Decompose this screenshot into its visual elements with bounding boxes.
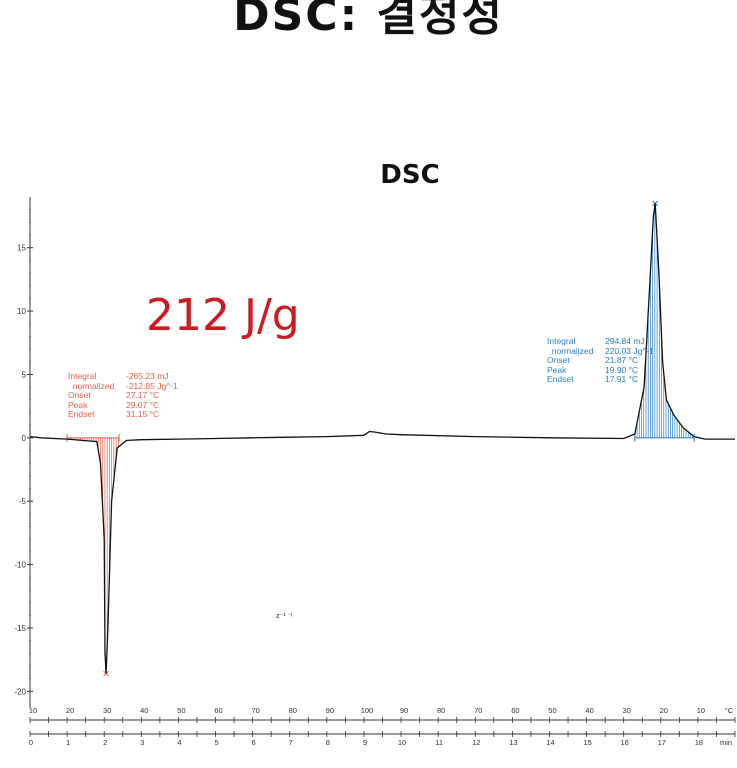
x-temp-tick-label: 90	[326, 706, 334, 715]
y-tick-label: 10	[17, 307, 26, 316]
endo-annotation-key: normalized	[68, 380, 115, 391]
x-time-tick-label: 2	[103, 738, 107, 747]
x-temp-tick-label: 60	[511, 706, 519, 715]
exo-peak-annotation: Integral 294.84 mJ normalized 220.03 Jg^-1…	[547, 336, 654, 385]
x-time-tick-label: 4	[177, 738, 181, 747]
endo-annotation-row: Endset 31.15 °C	[68, 409, 178, 420]
x-time-tick-label: 16	[621, 738, 629, 747]
x-time-tick-label: 10	[398, 738, 406, 747]
endo-annotation-value: 31.15 °C	[126, 409, 160, 419]
x-time-tick-label: 11	[435, 738, 443, 747]
x-time-tick-label: 15	[583, 738, 591, 747]
endo-annotation-row: Peak 29.07 °C	[68, 399, 178, 411]
x-time-tick-label: 3	[140, 738, 144, 747]
exo-annotation-value: 17.91 °C	[605, 374, 639, 384]
x-temp-tick-label: 20	[660, 706, 668, 715]
exo-annotation-row: Peak 19.90 °C	[547, 364, 654, 376]
endo-annotation-key: Endset	[68, 409, 95, 419]
exo-annotation-value: 294.84 mJ	[605, 336, 645, 346]
exo-annotation-value: 220.03 Jg^-1	[605, 345, 654, 356]
x-temp-tick-label: 20	[66, 706, 74, 715]
x-time-tick-label: 0	[29, 738, 33, 747]
chart-title: DSC	[380, 160, 440, 190]
endo-annotation-value: -265.23 mJ	[126, 371, 169, 381]
x-temp-tick-label: 60	[214, 706, 222, 715]
small-note: z⁻¹ ⁻ᴵ	[276, 613, 293, 620]
x-temp-tick-label: 40	[585, 706, 593, 715]
x-temp-tick-label: 40	[140, 706, 148, 715]
x-temp-tick-label: 30	[623, 706, 631, 715]
slide-title: DSC: 결정성	[233, 0, 504, 41]
exo-annotation-value: 19.90 °C	[605, 364, 639, 375]
endo-annotation-row: Onset 27.17 °C	[68, 390, 178, 401]
x-temp-tick-label: 10	[697, 706, 705, 715]
exo-annotation-key: normalized	[547, 345, 594, 356]
exo-annotation-key: Integral	[547, 336, 576, 346]
y-tick-label: -10	[14, 561, 26, 570]
x-temp-tick-label: 80	[437, 706, 445, 715]
exo-annotation-value: 21.87 °C	[605, 355, 639, 365]
y-tick-label: -20	[14, 687, 26, 696]
x-time-tick-label: 9	[363, 738, 367, 747]
endo-annotation-value: 27.17 °C	[126, 390, 160, 400]
exo-annotation-row: Integral 294.84 mJ	[547, 336, 654, 347]
y-tick-label: 15	[17, 244, 26, 253]
x-temp-unit: °C	[725, 706, 734, 715]
exo-annotation-row: Onset 21.87 °C	[547, 355, 654, 366]
x-time-tick-label: 1	[66, 738, 70, 747]
x-time-tick-label: 13	[509, 738, 517, 747]
endo-peak-annotation: Integral -265.23 mJ normalized -212.85 Jg^…	[68, 371, 178, 420]
endo-annotation-value: -212.85 Jg^-1	[126, 380, 178, 391]
enthalpy-label: 212 J/g	[146, 290, 300, 341]
x-time-unit: min	[720, 738, 732, 747]
x-time-tick-label: 5	[214, 738, 218, 747]
endo-annotation-key: Integral	[68, 371, 97, 381]
x-temp-tick-label: 70	[251, 706, 259, 715]
endo-annotation-row: normalized -212.85 Jg^-1	[68, 380, 178, 392]
x-time-tick-label: 14	[546, 738, 554, 747]
y-tick-label: -15	[14, 624, 26, 633]
x-temp-tick-label: 50	[548, 706, 556, 715]
x-time-tick-label: 7	[289, 738, 293, 747]
x-time-tick-label: 8	[326, 738, 330, 747]
x-temp-tick-label: 50	[177, 706, 185, 715]
exo-annotation-row: Endset 17.91 °C	[547, 374, 654, 385]
x-temp-tick-label: 90	[400, 706, 408, 715]
y-tick-label: 5	[22, 370, 27, 379]
x-time-tick-label: 6	[252, 738, 256, 747]
endo-annotation-key: Peak	[68, 399, 88, 410]
y-tick-label: -5	[19, 497, 27, 506]
x-temp-tick-label: 30	[103, 706, 111, 715]
x-temp-tick-label: 100	[361, 706, 374, 715]
x-temp-tick-label: 10	[29, 706, 37, 715]
exo-annotation-key: Endset	[547, 374, 574, 384]
dsc-curve	[29, 203, 735, 674]
x-time-tick-label: 12	[472, 738, 480, 747]
endo-annotation-value: 29.07 °C	[126, 399, 160, 410]
endo-annotation-row: Integral -265.23 mJ	[68, 371, 178, 382]
x-temp-tick-label: 70	[474, 706, 482, 715]
x-temp-tick-label: 80	[289, 706, 297, 715]
x-time-tick-label: 18	[695, 738, 703, 747]
y-tick-label: 0	[22, 434, 27, 443]
exo-annotation-row: normalized 220.03 Jg^-1	[547, 345, 654, 357]
endo-annotation-key: Onset	[68, 390, 91, 400]
x-time-tick-label: 17	[658, 738, 666, 747]
exo-annotation-key: Onset	[547, 355, 570, 365]
exo-annotation-key: Peak	[547, 364, 567, 375]
